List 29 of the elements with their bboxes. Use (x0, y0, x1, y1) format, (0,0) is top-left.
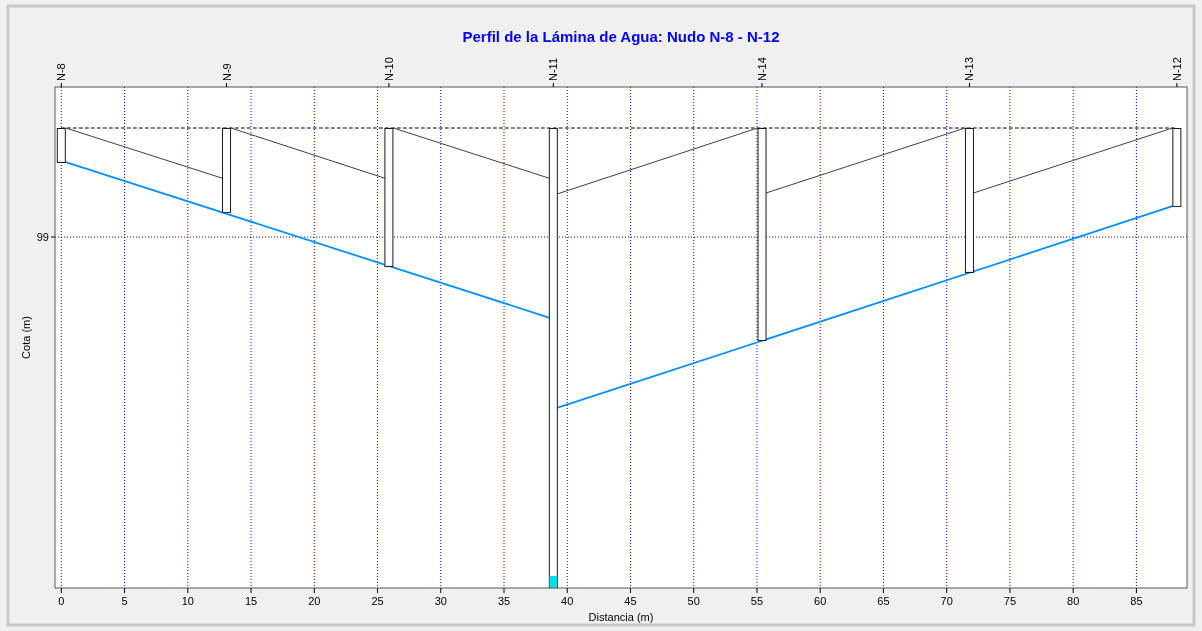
text: N-9 (220, 63, 233, 81)
x-tick-label: 60 (814, 595, 827, 607)
x-tick-label: 70 (940, 595, 953, 607)
x-tick-label: 10 (181, 595, 194, 607)
x-tick-label: 50 (687, 595, 700, 607)
text: N-11 (547, 57, 560, 81)
x-tick-label: 80 (1067, 595, 1080, 607)
x-tick-label: 85 (1130, 595, 1143, 607)
text: N-14 (756, 57, 769, 81)
text: N-13 (963, 57, 976, 81)
x-tick-label: 40 (561, 595, 574, 607)
x-tick-label: 5 (121, 595, 128, 607)
x-tick-label: 25 (371, 595, 384, 607)
x-tick-label: 65 (877, 595, 890, 607)
text: N-8 (55, 63, 68, 81)
y-axis-title: Cota (m) (20, 316, 32, 359)
text: N-12 (1170, 57, 1183, 81)
x-tick-label: 55 (750, 595, 764, 607)
x-tick-label: 30 (434, 595, 447, 607)
chart-title: Perfil de la Lámina de Agua: Nudo N-8 - N-12 (462, 28, 780, 45)
text: 99 (36, 231, 49, 244)
text: N-10 (382, 57, 395, 81)
x-tick-label: 75 (1003, 595, 1017, 607)
x-tick-label: 45 (624, 595, 637, 607)
x-axis-title: Distancia (m) (588, 611, 654, 623)
x-tick-label: 0 (58, 595, 65, 607)
x-tick-label: 35 (497, 595, 511, 607)
x-tick-label: 20 (308, 595, 321, 607)
x-tick-label: 15 (244, 595, 258, 607)
